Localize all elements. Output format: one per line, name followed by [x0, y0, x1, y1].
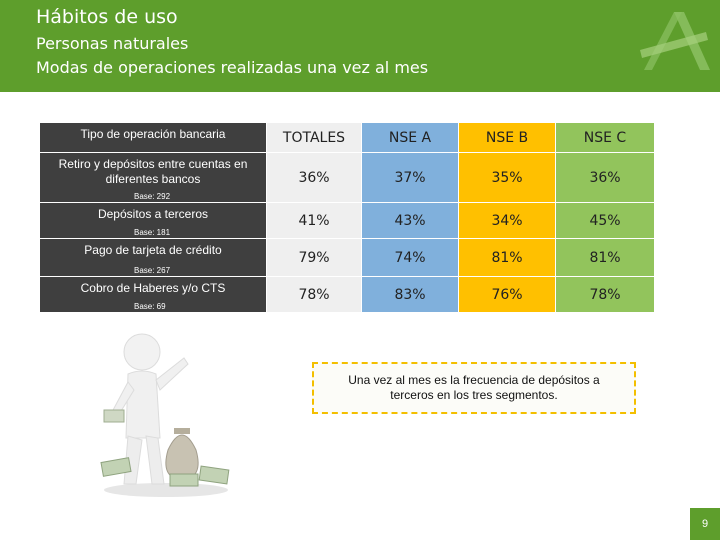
row-label-cell: Retiro y depósitos entre cuentas en dife… — [39, 152, 267, 203]
person-with-money-illustration — [100, 333, 230, 497]
page-subtitle: Personas naturales — [36, 34, 189, 53]
insight-callout: Una vez al mes es la frecuencia de depós… — [312, 362, 636, 414]
cell-nse-b: 34% — [458, 202, 556, 239]
cell-nse-b: 76% — [458, 276, 556, 313]
cell-nse-a: 83% — [361, 276, 459, 313]
table-row: Depósitos a terceros Base: 181 41% 43% 3… — [39, 202, 655, 239]
cell-nse-c: 78% — [555, 276, 655, 313]
table-header-row: Tipo de operación bancaria TOTALES NSE A… — [39, 122, 655, 153]
header-band: Hábitos de uso Personas naturales Modas … — [0, 0, 720, 92]
column-header-nse-a: NSE A — [361, 122, 459, 153]
cell-nse-b: 81% — [458, 238, 556, 277]
row-label-cell: Pago de tarjeta de crédito Base: 267 — [39, 238, 267, 277]
cell-nse-c: 36% — [555, 152, 655, 203]
row-header-label: Tipo de operación bancaria — [80, 127, 226, 141]
cell-totales: 78% — [266, 276, 362, 313]
row-label: Pago de tarjeta de crédito — [84, 243, 222, 257]
row-label-cell: Cobro de Haberes y/o CTS Base: 69 — [39, 276, 267, 313]
row-base: Base: 181 — [134, 228, 171, 237]
column-header-totales: TOTALES — [266, 122, 362, 153]
row-base: Base: 292 — [134, 192, 171, 201]
row-label: Retiro y depósitos entre cuentas en dife… — [58, 157, 248, 186]
row-label-cell: Depósitos a terceros Base: 181 — [39, 202, 267, 239]
cell-totales: 79% — [266, 238, 362, 277]
operations-table: Tipo de operación bancaria TOTALES NSE A… — [39, 122, 655, 313]
cell-nse-c: 45% — [555, 202, 655, 239]
cell-nse-c: 81% — [555, 238, 655, 277]
cell-nse-a: 43% — [361, 202, 459, 239]
column-header-nse-b: NSE B — [458, 122, 556, 153]
logo-icon — [640, 12, 710, 70]
cell-nse-a: 37% — [361, 152, 459, 203]
row-base: Base: 69 — [134, 302, 166, 311]
row-label: Depósitos a terceros — [97, 207, 209, 221]
table-row: Cobro de Haberes y/o CTS Base: 69 78% 83… — [39, 276, 655, 313]
row-header-cell: Tipo de operación bancaria — [39, 122, 267, 153]
row-base: Base: 267 — [134, 266, 171, 275]
row-label: Cobro de Haberes y/o CTS — [80, 281, 226, 295]
page-number: 9 — [690, 508, 720, 540]
cell-totales: 36% — [266, 152, 362, 203]
page-title: Hábitos de uso — [36, 6, 178, 28]
page-subtitle-2: Modas de operaciones realizadas una vez … — [36, 58, 429, 77]
column-header-nse-c: NSE C — [555, 122, 655, 153]
table-row: Pago de tarjeta de crédito Base: 267 79%… — [39, 238, 655, 277]
cell-totales: 41% — [266, 202, 362, 239]
cell-nse-b: 35% — [458, 152, 556, 203]
table-row: Retiro y depósitos entre cuentas en dife… — [39, 152, 655, 203]
cell-nse-a: 74% — [361, 238, 459, 277]
